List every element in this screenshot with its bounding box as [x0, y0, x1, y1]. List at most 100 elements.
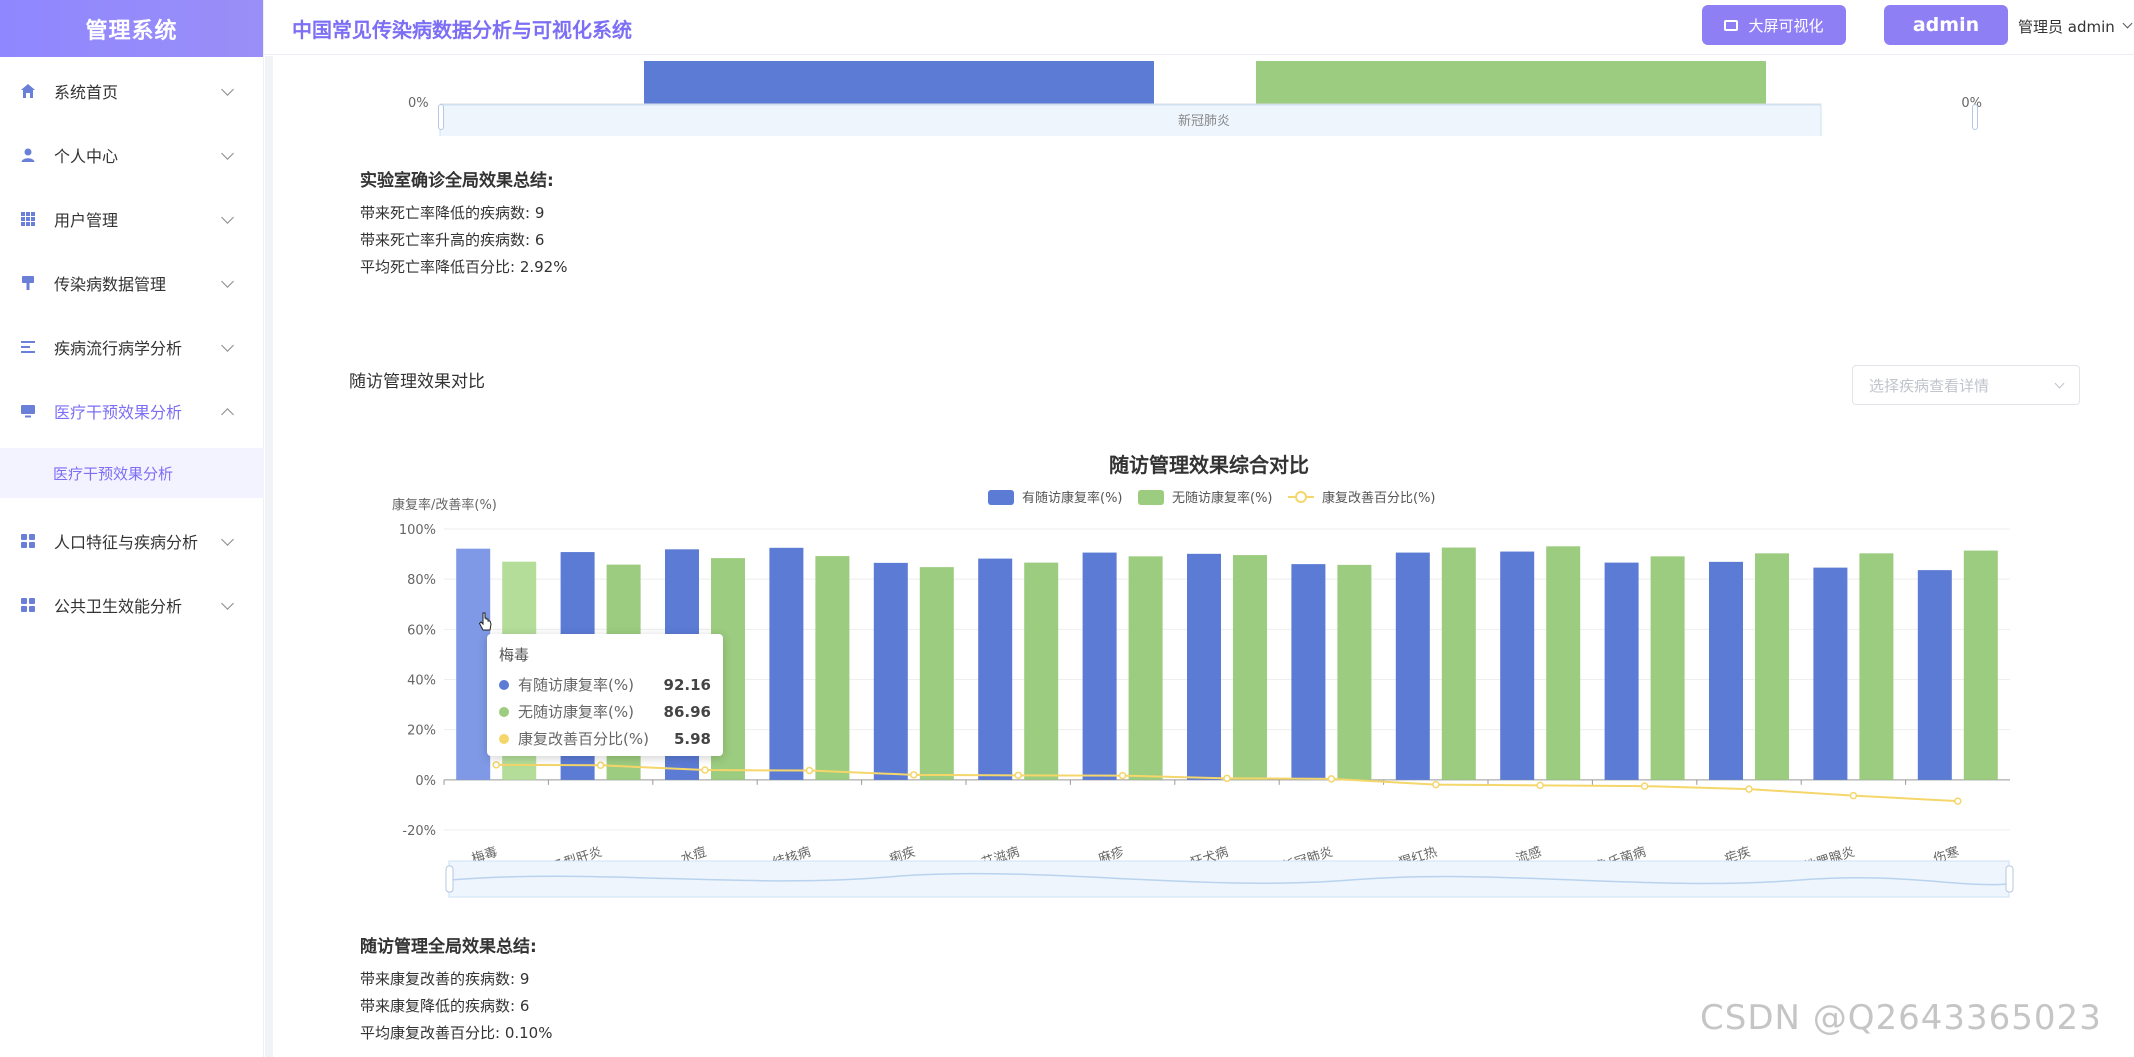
sidebar-item-label: 人口特征与疾病分析: [54, 533, 199, 552]
monitor-icon: [21, 405, 35, 418]
y-tick-label: -20%: [402, 824, 436, 839]
tooltip-row: 有随访康复率(%) 92.16: [499, 671, 711, 698]
tooltip-row-value: 92.16: [663, 675, 711, 694]
grid-icon: [21, 212, 35, 226]
sidebar-item-disease-data[interactable]: 传染病数据管理: [0, 258, 264, 308]
admin-button[interactable]: admin: [1884, 5, 2008, 45]
improvement-point: [1014, 771, 1022, 780]
improvement-point: [1536, 781, 1544, 790]
sidebar-item-label: 个人中心: [54, 147, 119, 166]
bar-with-followup: [1082, 552, 1117, 780]
legend-swatch: [988, 490, 1014, 505]
disease-select[interactable]: 选择疾病查看详情: [1852, 365, 2080, 405]
bar-with-followup: [1187, 553, 1221, 780]
lab-summary-line: 平均死亡率降低百分比: 2.92%: [360, 258, 568, 276]
zoom-left-handle: [445, 865, 454, 893]
list-icon: [21, 341, 35, 353]
followup-summary-title: 随访管理全局效果总结:: [360, 937, 537, 957]
brand-title: 管理系统: [0, 0, 263, 57]
legend-marker-icon: [1295, 491, 1307, 503]
zoom-right-handle: [2005, 865, 2014, 893]
lab-summary-line: 带来死亡率降低的疾病数: 9: [360, 204, 545, 222]
improvement-point: [492, 761, 500, 769]
brush-icon: [22, 276, 34, 290]
improvement-point: [1223, 774, 1231, 783]
top-axis-left-label: 0%: [408, 96, 429, 111]
legend-dot-icon: [499, 733, 509, 744]
top-slider-left-handle[interactable]: [438, 104, 444, 130]
y-tick-label: 0%: [415, 774, 436, 789]
sidebar-item-label: 用户管理: [54, 211, 119, 230]
bar-without-followup: [1963, 550, 1998, 780]
top-category-label: 新冠肺炎: [1178, 114, 1231, 129]
bar-with-followup: [1291, 564, 1326, 780]
sidebar-item-profile[interactable]: 个人中心: [0, 130, 264, 180]
sidebar-item-label: 传染病数据管理: [54, 275, 167, 294]
page-title: 中国常见传染病数据分析与可视化系统: [292, 18, 632, 42]
improvement-point: [1745, 785, 1753, 793]
big-screen-label: 大屏可视化: [1748, 16, 1824, 35]
bar-without-followup: [1233, 555, 1267, 780]
bar-with-followup: [1395, 552, 1430, 780]
screen-icon: [1724, 19, 1739, 31]
tooltip-row: 无随访康复率(%) 86.96: [499, 698, 711, 725]
sidebar-item-home[interactable]: 系统首页: [0, 66, 264, 116]
followup-summary-line: 带来康复改善的疾病数: 9: [360, 970, 530, 988]
y-tick-label: 80%: [407, 573, 436, 588]
tooltip-row-name: 有随访康复率(%): [518, 676, 634, 694]
home-icon: [21, 84, 35, 98]
improvement-point: [1327, 775, 1336, 783]
followup-summary: 随访管理全局效果总结: 带来康复改善的疾病数: 9 带来康复降低的疾病数: 6 …: [360, 932, 552, 1047]
bar-with-followup: [873, 562, 908, 780]
sidebar-item-label: 医疗干预效果分析: [54, 403, 183, 422]
tooltip-row-value: 86.96: [663, 702, 711, 721]
y-tick-label: 60%: [407, 623, 436, 638]
sidebar-subitem-intervention[interactable]: 医疗干预效果分析: [0, 448, 264, 498]
sidebar-item-users[interactable]: 用户管理: [0, 194, 264, 244]
bar-with-followup: [1917, 570, 1952, 780]
top-chart: 0% 0%: [408, 61, 1982, 136]
top-header: 中国常见传染病数据分析与可视化系统 大屏可视化 admin 管理员 admin: [264, 0, 2134, 55]
sidebar-item-epidemiology[interactable]: 疾病流行病学分析: [0, 322, 264, 372]
bar-without-followup: [1337, 564, 1372, 780]
watermark: CSDN @Q2643365023: [1700, 998, 2102, 1038]
top-bar-blue: [644, 61, 1154, 109]
legend-dot-icon: [499, 706, 509, 717]
sidebar-item-label: 系统首页: [54, 83, 119, 102]
sidebar-item-intervention[interactable]: 医疗干预效果分析: [0, 386, 264, 436]
chart-tooltip: 梅毒 有随访康复率(%) 92.16 无随访康复率(%) 86.96 康复改善百…: [487, 634, 723, 756]
legend-dot-icon: [499, 679, 509, 690]
improvement-point: [1849, 791, 1858, 800]
bar-without-followup: [1859, 553, 1894, 780]
tooltip-title: 梅毒: [499, 646, 530, 664]
legend-label: 无随访康复率(%): [1172, 490, 1273, 506]
lab-summary: 实验室确诊全局效果总结: 带来死亡率降低的疾病数: 9 带来死亡率升高的疾病数:…: [360, 166, 567, 281]
chart-title: 随访管理效果综合对比: [1109, 453, 1309, 477]
sidebar-item-population[interactable]: 人口特征与疾病分析: [0, 516, 264, 566]
y-tick-label: 20%: [407, 724, 436, 739]
bar-without-followup: [1441, 547, 1476, 780]
bar-with-followup: [978, 558, 1013, 780]
improvement-point: [910, 771, 918, 779]
disease-select-placeholder: 选择疾病查看详情: [1869, 376, 1990, 395]
followup-summary-line: 带来康复降低的疾病数: 6: [360, 997, 530, 1015]
bar-without-followup: [919, 567, 954, 780]
y-tick-label: 40%: [407, 674, 436, 689]
legend-label: 有随访康复率(%): [1022, 490, 1123, 506]
bar-without-followup: [1128, 556, 1163, 780]
user-label[interactable]: 管理员 admin: [2018, 18, 2115, 36]
top-bar-green: [1256, 61, 1766, 109]
followup-section-title: 随访管理效果对比: [349, 372, 485, 392]
top-slider-right-handle[interactable]: [1972, 104, 1978, 130]
improvement-point: [1954, 797, 1962, 805]
sidebar-item-public-health[interactable]: 公共卫生效能分析: [0, 580, 264, 630]
sidebar-item-label: 疾病流行病学分析: [54, 339, 183, 358]
tooltip-row-value: 5.98: [673, 729, 711, 748]
followup-summary-line: 平均康复改善百分比: 0.10%: [360, 1024, 553, 1042]
big-screen-button[interactable]: 大屏可视化: [1702, 5, 1846, 45]
top-zoom-slider[interactable]: [439, 104, 1822, 136]
y-axis-label: 康复率/改善率(%): [392, 497, 497, 513]
bar-without-followup: [1024, 562, 1059, 780]
